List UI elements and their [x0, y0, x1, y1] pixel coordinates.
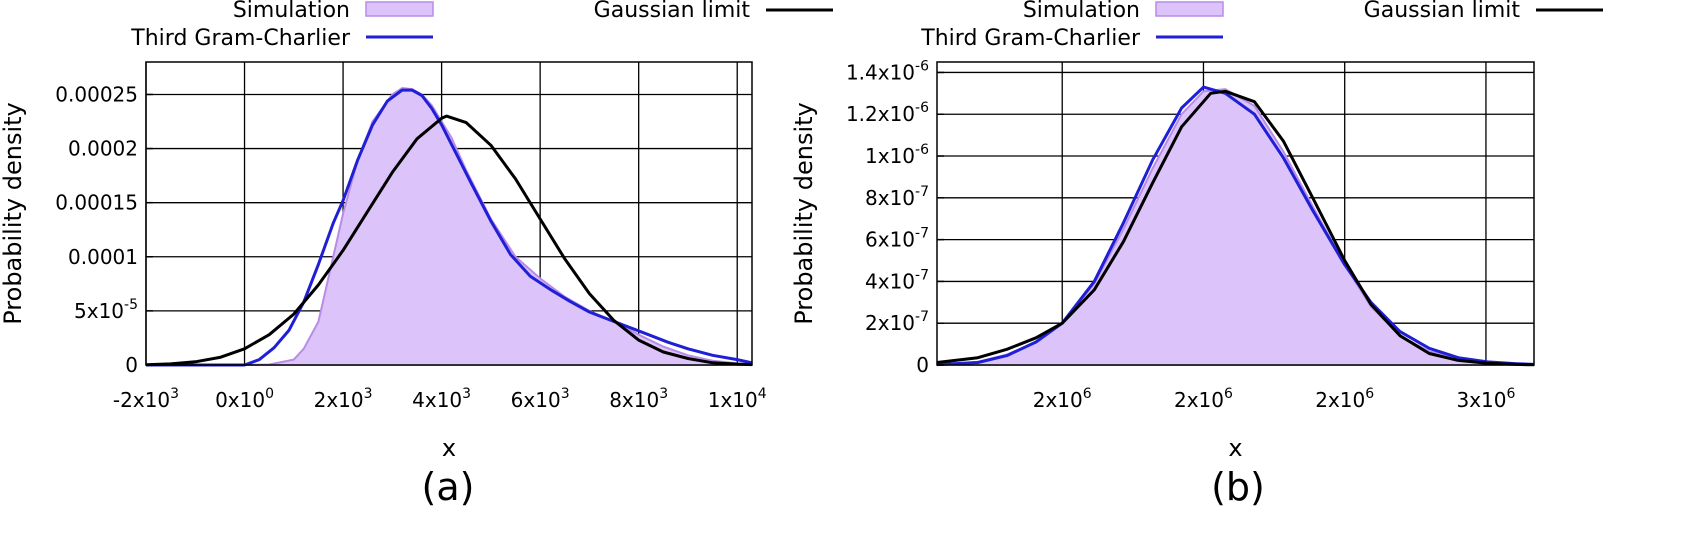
y-tick-label: 1x10-6 — [865, 142, 929, 168]
gaussian-line — [145, 114, 753, 367]
gaussian-line — [936, 89, 1535, 367]
plot-frame — [936, 61, 1535, 366]
y-tick-label: 5x10-5 — [74, 297, 138, 323]
gram-charlier-line — [936, 85, 1535, 367]
y-tick-label: 1.2x10-6 — [846, 100, 929, 126]
y-tick-label: 4x10-7 — [865, 267, 929, 293]
x-tick-label: 8x103 — [609, 386, 668, 412]
simulation-area — [146, 88, 752, 365]
legend-swatch-simulation — [1155, 1, 1224, 17]
simulation-edge — [146, 86, 753, 366]
y-tick-label: 2x10-7 — [865, 309, 929, 335]
y-tick-label: 0.00015 — [55, 191, 138, 215]
x-tick-label: 2x103 — [314, 386, 373, 412]
x-tick-label: -2x103 — [113, 386, 179, 412]
legend-label-simulation: Simulation — [233, 0, 350, 23]
legend-label-gaussian: Gaussian limit — [1364, 0, 1521, 23]
gram-charlier-line — [146, 88, 753, 367]
y-tick-label: 1.4x10-6 — [846, 58, 929, 84]
x-tick-label: 3x106 — [1456, 386, 1515, 412]
y-tick-label: 8x10-7 — [865, 184, 929, 210]
x-tick-label: 2x106 — [1174, 386, 1233, 412]
x-tick-label: 2x106 — [1033, 386, 1092, 412]
legend-label-gram-charlier: Third Gram-Charlier — [920, 26, 1141, 51]
x-axis-label: x — [442, 434, 456, 462]
y-tick-label: 0.00025 — [55, 82, 138, 106]
panel-caption: (a) — [422, 465, 475, 509]
x-tick-label: 0x100 — [215, 386, 274, 412]
x-axis-label: x — [1228, 434, 1242, 462]
legend-label-gaussian: Gaussian limit — [594, 0, 751, 23]
y-axis-label: Probability density — [790, 102, 818, 325]
plot-frame — [145, 61, 753, 366]
x-tick-label: 2x106 — [1315, 386, 1374, 412]
panel-b: 0 2x10-7 4x10-7 6x10-7 8x10-7 1x10-6 1.2x10-6 1… — [790, 0, 1603, 509]
panel-caption: (b) — [1211, 465, 1265, 509]
legend-label-gram-charlier: Third Gram-Charlier — [130, 26, 351, 51]
x-tick-label: 4x103 — [412, 386, 471, 412]
y-tick-label: 0 — [125, 353, 138, 377]
x-tick-label: 1x104 — [708, 386, 767, 412]
y-tick-label: 6x10-7 — [865, 226, 929, 252]
legend-label-simulation: Simulation — [1023, 0, 1140, 23]
y-tick-label: 0.0002 — [68, 137, 138, 161]
y-tick-label: 0.0001 — [68, 245, 138, 269]
legend-swatch-simulation — [365, 1, 434, 17]
x-tick-label: 6x103 — [511, 386, 570, 412]
panel-a: 0 5x10-5 0.0001 0.00015 0.0002 0.00025 -2x103 0… — [0, 0, 833, 509]
y-tick-label: 0 — [916, 353, 929, 377]
y-axis-label: Probability density — [0, 102, 27, 325]
